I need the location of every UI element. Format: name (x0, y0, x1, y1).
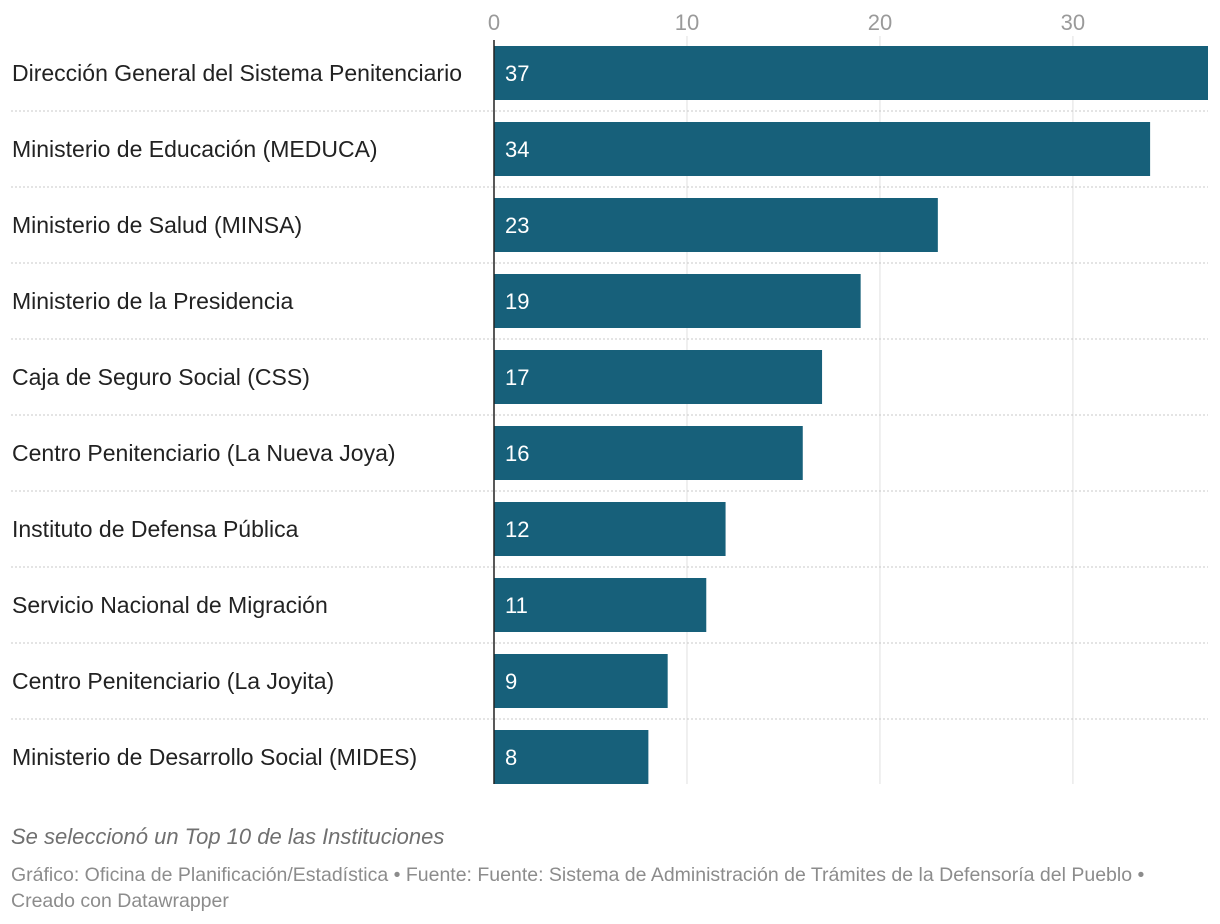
bar (494, 274, 861, 328)
category-label: Ministerio de Desarrollo Social (MIDES) (12, 744, 417, 770)
bar (494, 426, 803, 480)
bar-value-label: 12 (505, 517, 529, 542)
category-label: Ministerio de la Presidencia (12, 288, 293, 314)
bar-value-label: 16 (505, 441, 529, 466)
bar (494, 654, 668, 708)
category-label: Servicio Nacional de Migración (12, 592, 328, 618)
bar (494, 730, 649, 784)
bar-value-label: 17 (505, 365, 529, 390)
chart-notes: Se seleccionó un Top 10 de las Instituci… (11, 824, 445, 849)
category-label: Centro Penitenciario (La Nueva Joya) (12, 440, 396, 466)
bar-value-label: 8 (505, 745, 517, 770)
bar (494, 502, 726, 556)
category-label: Dirección General del Sistema Penitencia… (12, 60, 462, 86)
bar (494, 578, 707, 632)
category-label: Ministerio de Educación (MEDUCA) (12, 136, 378, 162)
chart-footer: Gráfico: Oficina de Planificación/Estadí… (11, 864, 1145, 912)
category-label: Instituto de Defensa Pública (12, 516, 299, 542)
category-label: Caja de Seguro Social (CSS) (12, 364, 310, 390)
bar-value-label: 23 (505, 213, 529, 238)
bar (494, 46, 1208, 100)
bar-value-label: 19 (505, 289, 529, 314)
bar-value-label: 34 (505, 137, 529, 162)
x-tick-label: 10 (675, 10, 699, 35)
bar-chart: 0 10 20 30 Dirección General del Sistema Pen… (11, 10, 1208, 784)
x-tick-label: 30 (1061, 10, 1085, 35)
bar-value-label: 11 (505, 593, 528, 618)
x-tick-label: 0 (488, 10, 500, 35)
bar (494, 350, 823, 404)
bar (494, 198, 938, 252)
category-label: Ministerio de Salud (MINSA) (12, 212, 302, 238)
x-tick-label: 20 (868, 10, 892, 35)
category-label: Centro Penitenciario (La Joyita) (12, 668, 334, 694)
bar-value-label: 37 (505, 61, 529, 86)
bar-value-label: 9 (505, 669, 517, 694)
bar (494, 122, 1151, 176)
